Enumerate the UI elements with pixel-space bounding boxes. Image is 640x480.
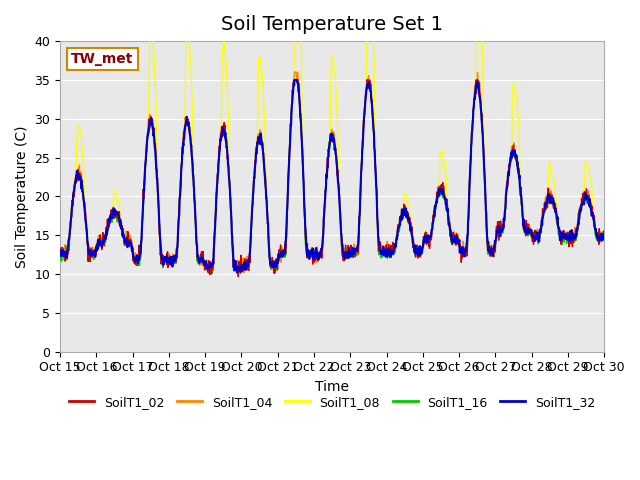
Title: Soil Temperature Set 1: Soil Temperature Set 1 bbox=[221, 15, 443, 34]
SoilT1_02 bbox=[417, 245, 425, 251]
SoilT1_16 bbox=[291, 77, 298, 83]
SoilT1_02 bbox=[536, 227, 544, 232]
SoilT1_16 bbox=[536, 232, 544, 238]
Legend: SoilT1_02, SoilT1_04, SoilT1_08, SoilT1_16, SoilT1_32: SoilT1_02, SoilT1_04, SoilT1_08, SoilT1_… bbox=[64, 391, 600, 414]
SoilT1_02 bbox=[56, 249, 64, 255]
SoilT1_08 bbox=[56, 251, 64, 257]
X-axis label: Time: Time bbox=[315, 380, 349, 394]
SoilT1_32 bbox=[177, 168, 185, 174]
Line: SoilT1_02: SoilT1_02 bbox=[60, 80, 604, 276]
SoilT1_32 bbox=[164, 258, 172, 264]
SoilT1_08 bbox=[147, 23, 154, 28]
SoilT1_16 bbox=[488, 248, 496, 253]
Line: SoilT1_04: SoilT1_04 bbox=[60, 72, 604, 273]
SoilT1_08 bbox=[233, 265, 241, 271]
SoilT1_08 bbox=[164, 257, 172, 263]
SoilT1_16 bbox=[164, 262, 172, 268]
Line: SoilT1_16: SoilT1_16 bbox=[60, 80, 604, 274]
SoilT1_04 bbox=[600, 234, 608, 240]
SoilT1_02 bbox=[600, 232, 608, 238]
SoilT1_32 bbox=[488, 250, 496, 256]
SoilT1_16 bbox=[177, 170, 185, 176]
SoilT1_04 bbox=[417, 252, 425, 258]
SoilT1_32 bbox=[56, 251, 64, 257]
SoilT1_02 bbox=[234, 274, 242, 279]
SoilT1_04 bbox=[239, 265, 246, 271]
SoilT1_02 bbox=[291, 77, 298, 83]
SoilT1_04 bbox=[177, 162, 185, 168]
SoilT1_08 bbox=[488, 249, 496, 254]
SoilT1_02 bbox=[239, 269, 246, 275]
SoilT1_02 bbox=[488, 248, 496, 254]
SoilT1_16 bbox=[600, 237, 608, 243]
SoilT1_16 bbox=[208, 271, 216, 276]
SoilT1_04 bbox=[291, 69, 298, 75]
SoilT1_16 bbox=[239, 268, 246, 274]
SoilT1_32 bbox=[233, 270, 241, 276]
SoilT1_32 bbox=[417, 246, 425, 252]
SoilT1_02 bbox=[177, 169, 185, 175]
SoilT1_04 bbox=[164, 253, 172, 259]
Y-axis label: Soil Temperature (C): Soil Temperature (C) bbox=[15, 125, 29, 267]
Line: SoilT1_32: SoilT1_32 bbox=[60, 80, 604, 273]
SoilT1_32 bbox=[291, 77, 298, 83]
SoilT1_08 bbox=[536, 230, 544, 236]
SoilT1_04 bbox=[56, 248, 64, 253]
SoilT1_08 bbox=[600, 235, 608, 240]
Line: SoilT1_08: SoilT1_08 bbox=[60, 25, 604, 268]
SoilT1_04 bbox=[536, 232, 544, 238]
SoilT1_32 bbox=[600, 232, 608, 238]
SoilT1_32 bbox=[239, 266, 246, 272]
SoilT1_08 bbox=[239, 263, 246, 268]
SoilT1_04 bbox=[488, 244, 496, 250]
Text: TW_met: TW_met bbox=[71, 52, 133, 66]
SoilT1_32 bbox=[536, 230, 544, 236]
SoilT1_08 bbox=[178, 164, 186, 169]
SoilT1_16 bbox=[417, 251, 425, 257]
SoilT1_04 bbox=[208, 270, 216, 276]
SoilT1_08 bbox=[417, 249, 425, 255]
SoilT1_02 bbox=[164, 264, 172, 270]
SoilT1_16 bbox=[56, 257, 64, 263]
